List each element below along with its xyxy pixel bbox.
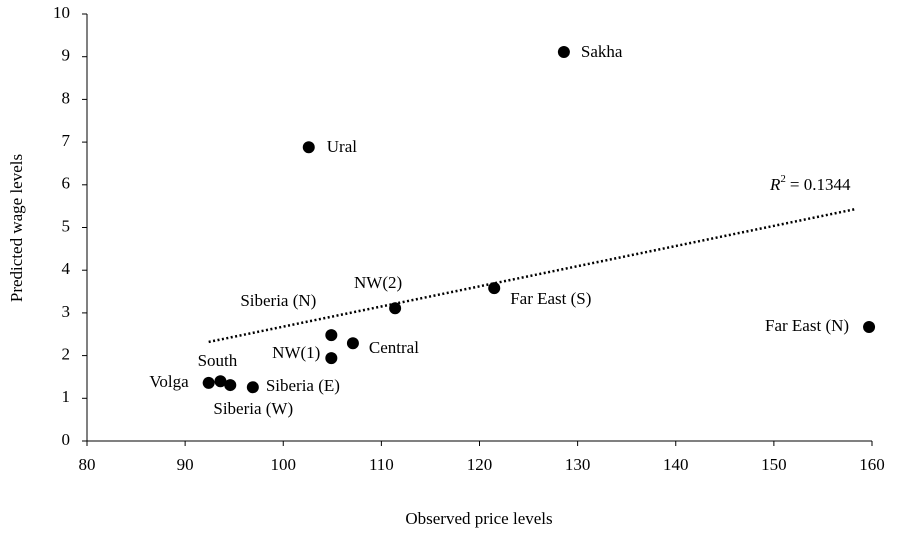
- point: [325, 352, 338, 365]
- y-tick-label: 0: [62, 430, 71, 449]
- point-label: Siberia (W): [213, 399, 293, 418]
- point-label: Siberia (N): [240, 291, 316, 310]
- point: [346, 337, 359, 350]
- r2-annotation: R2 = 0.1344: [769, 173, 851, 194]
- r2-symbol: R: [769, 175, 781, 194]
- point-label: NW(1): [272, 343, 320, 362]
- point-label: Ural: [327, 137, 357, 156]
- y-tick-label: 10: [53, 3, 70, 22]
- point-label: NW(2): [354, 273, 402, 292]
- y-tick-label: 7: [62, 131, 71, 150]
- y-tick-label: 2: [62, 345, 71, 364]
- point-label: Far East (N): [765, 316, 849, 335]
- point-label: South: [198, 351, 238, 370]
- y-tick-label: 4: [62, 259, 71, 278]
- r2-exponent: 2: [780, 173, 786, 185]
- x-tick-label: 130: [565, 455, 591, 474]
- point-label: Far East (S): [510, 289, 591, 308]
- x-axis-label: Observed price levels: [405, 509, 552, 528]
- point: [389, 302, 402, 315]
- r2-text: = 0.1344: [790, 175, 851, 194]
- point: [246, 381, 259, 394]
- x-tick-label: 80: [79, 455, 96, 474]
- point: [557, 46, 570, 59]
- x-tick-label: 160: [859, 455, 885, 474]
- point: [224, 379, 237, 392]
- point: [863, 320, 876, 333]
- x-tick-label: 100: [271, 455, 297, 474]
- x-tick-label: 140: [663, 455, 689, 474]
- x-tick-label: 90: [177, 455, 194, 474]
- y-tick-label: 8: [62, 88, 71, 107]
- point: [302, 141, 315, 154]
- y-tick-label: 3: [62, 302, 71, 321]
- point-label: Central: [369, 338, 419, 357]
- y-tick-label: 6: [62, 174, 71, 193]
- trendline: [208, 207, 856, 344]
- point-label: Volga: [149, 372, 189, 391]
- point: [214, 375, 227, 388]
- x-tick-label: 150: [761, 455, 787, 474]
- point-label: Siberia (E): [266, 376, 340, 395]
- x-tick-label: 110: [369, 455, 394, 474]
- point: [488, 282, 501, 295]
- x-tick-label: 120: [467, 455, 493, 474]
- point-label: Sakha: [581, 42, 623, 61]
- y-axis-label: Predicted wage levels: [7, 154, 26, 302]
- y-tick-label: 1: [62, 387, 71, 406]
- point: [202, 376, 215, 389]
- y-tick-label: 9: [62, 46, 71, 65]
- y-tick-label: 5: [62, 216, 71, 235]
- point: [325, 329, 338, 342]
